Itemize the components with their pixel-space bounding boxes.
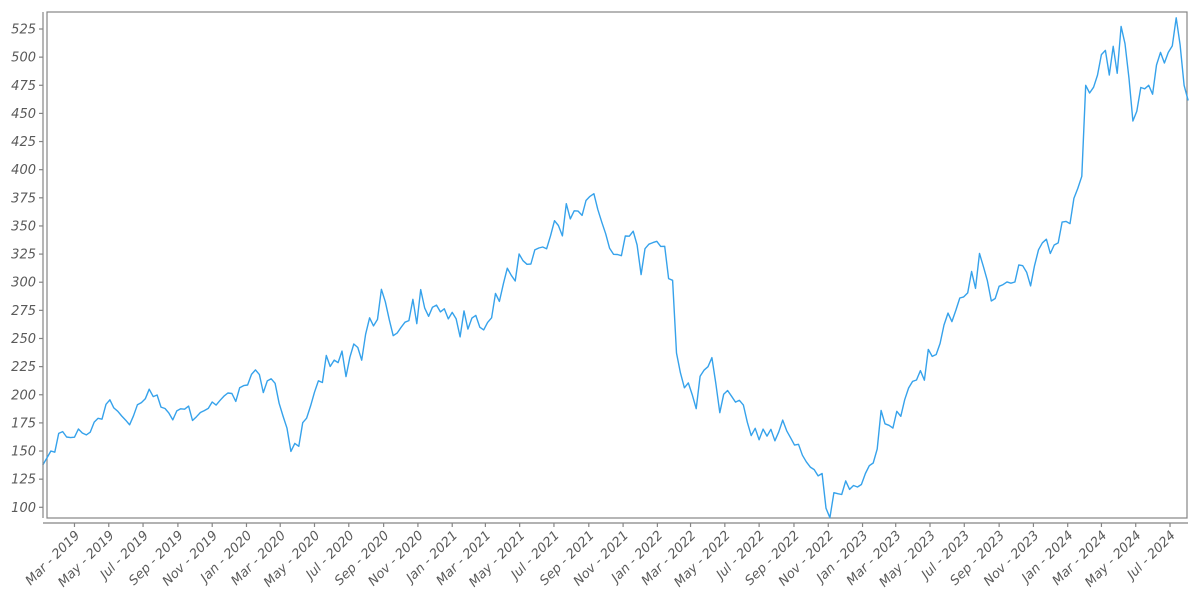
y-axis: 100 125 150 175 200 225 250 275 300 325 350 375 400 4… bbox=[11, 12, 44, 518]
y-tick-label: 250 bbox=[11, 332, 36, 347]
plot-border bbox=[46, 11, 1188, 519]
y-tick-label: 300 bbox=[11, 276, 36, 291]
y-tick-label: 275 bbox=[11, 304, 36, 319]
y-tick-label: 475 bbox=[11, 79, 36, 94]
plot-frame bbox=[46, 11, 1188, 519]
y-tick-label: 175 bbox=[11, 416, 36, 431]
y-tick-label: 500 bbox=[11, 51, 36, 66]
y-tick-label: 400 bbox=[11, 163, 36, 178]
y-tick-label: 525 bbox=[11, 23, 36, 38]
y-tick-label: 125 bbox=[11, 473, 36, 488]
y-tick-label: 350 bbox=[11, 219, 36, 234]
price-line bbox=[42, 17, 1189, 519]
y-tick-label: 325 bbox=[11, 248, 36, 263]
y-tick-label: 225 bbox=[11, 360, 36, 375]
y-tick-label: 200 bbox=[11, 388, 36, 403]
price-line-series bbox=[42, 17, 1189, 519]
y-tick-label: 425 bbox=[11, 135, 36, 150]
y-tick-label: 375 bbox=[11, 191, 36, 206]
y-tick-label: 100 bbox=[11, 501, 36, 516]
y-tick-label: 450 bbox=[11, 107, 36, 122]
y-tick-label: 150 bbox=[11, 445, 36, 460]
